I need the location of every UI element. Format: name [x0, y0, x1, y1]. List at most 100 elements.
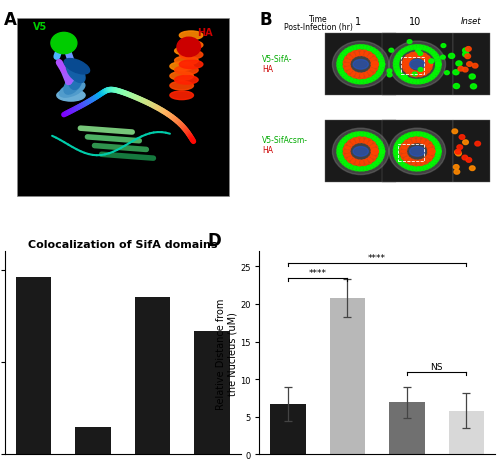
Circle shape	[465, 55, 470, 60]
FancyBboxPatch shape	[452, 34, 490, 96]
Circle shape	[406, 69, 413, 75]
Circle shape	[422, 140, 428, 145]
Circle shape	[357, 132, 362, 137]
Circle shape	[364, 79, 370, 84]
Circle shape	[418, 52, 422, 56]
Circle shape	[452, 130, 458, 134]
Circle shape	[395, 157, 400, 161]
Circle shape	[372, 75, 378, 80]
Circle shape	[408, 160, 415, 166]
Circle shape	[354, 46, 360, 50]
Circle shape	[402, 76, 407, 80]
Circle shape	[454, 165, 459, 170]
Circle shape	[360, 138, 368, 144]
Circle shape	[394, 148, 399, 153]
Text: ****: ****	[308, 268, 326, 277]
Circle shape	[426, 77, 432, 82]
Circle shape	[433, 71, 439, 76]
Circle shape	[410, 46, 416, 50]
Circle shape	[375, 160, 380, 165]
Circle shape	[402, 155, 408, 161]
Circle shape	[453, 71, 459, 76]
Circle shape	[407, 47, 412, 51]
Circle shape	[364, 167, 370, 171]
Circle shape	[429, 60, 434, 64]
Circle shape	[401, 50, 406, 54]
Circle shape	[470, 167, 475, 171]
Circle shape	[424, 134, 429, 139]
Circle shape	[416, 53, 424, 59]
Circle shape	[424, 165, 429, 170]
Circle shape	[396, 54, 402, 58]
Circle shape	[404, 48, 409, 52]
Circle shape	[342, 51, 347, 56]
Circle shape	[429, 50, 435, 55]
Circle shape	[337, 151, 342, 156]
Circle shape	[365, 159, 372, 165]
Circle shape	[396, 72, 402, 76]
Text: Inset: Inset	[461, 17, 481, 26]
Circle shape	[402, 144, 408, 150]
Circle shape	[475, 142, 480, 147]
Circle shape	[407, 79, 412, 84]
Circle shape	[365, 72, 372, 78]
Circle shape	[436, 147, 441, 151]
Circle shape	[400, 151, 407, 157]
Circle shape	[372, 137, 378, 142]
Circle shape	[389, 42, 446, 88]
Text: V5-SifAcsm-: V5-SifAcsm-	[262, 136, 308, 145]
Text: Post-Infection (hr): Post-Infection (hr)	[284, 22, 353, 32]
Ellipse shape	[170, 73, 194, 81]
Circle shape	[376, 71, 382, 76]
Ellipse shape	[170, 92, 194, 101]
Circle shape	[356, 161, 363, 167]
Circle shape	[338, 146, 343, 150]
Circle shape	[395, 70, 400, 74]
Circle shape	[420, 79, 426, 84]
Circle shape	[434, 68, 440, 73]
Circle shape	[342, 161, 347, 166]
Ellipse shape	[353, 147, 368, 157]
Text: HA: HA	[262, 65, 273, 73]
Circle shape	[344, 136, 350, 141]
Circle shape	[434, 155, 440, 160]
Circle shape	[417, 167, 422, 172]
Circle shape	[343, 61, 350, 66]
Circle shape	[360, 73, 368, 79]
Circle shape	[420, 70, 427, 76]
Circle shape	[367, 47, 372, 52]
Circle shape	[394, 62, 399, 66]
Circle shape	[375, 139, 380, 144]
Circle shape	[398, 74, 404, 79]
Circle shape	[472, 64, 478, 69]
Bar	[194, 331, 230, 454]
Circle shape	[409, 71, 416, 77]
FancyBboxPatch shape	[326, 34, 396, 96]
Circle shape	[332, 129, 389, 175]
Circle shape	[407, 40, 412, 45]
Circle shape	[344, 76, 350, 81]
Text: V5-SifA-: V5-SifA-	[262, 55, 292, 64]
Circle shape	[379, 66, 384, 70]
Circle shape	[470, 84, 476, 90]
Circle shape	[429, 75, 435, 80]
Ellipse shape	[64, 74, 82, 95]
Circle shape	[365, 53, 372, 58]
Circle shape	[345, 57, 352, 62]
Circle shape	[379, 150, 385, 154]
Circle shape	[372, 62, 378, 68]
Circle shape	[414, 167, 419, 172]
Circle shape	[387, 70, 392, 73]
Circle shape	[413, 72, 420, 78]
Circle shape	[340, 159, 345, 164]
Circle shape	[345, 68, 352, 73]
FancyBboxPatch shape	[326, 121, 396, 183]
Text: ****: ****	[368, 253, 386, 262]
Circle shape	[426, 62, 432, 68]
Circle shape	[436, 152, 441, 157]
Circle shape	[394, 59, 400, 63]
Circle shape	[423, 68, 430, 74]
Bar	[270, 404, 306, 454]
Circle shape	[427, 146, 434, 151]
Circle shape	[360, 133, 366, 137]
